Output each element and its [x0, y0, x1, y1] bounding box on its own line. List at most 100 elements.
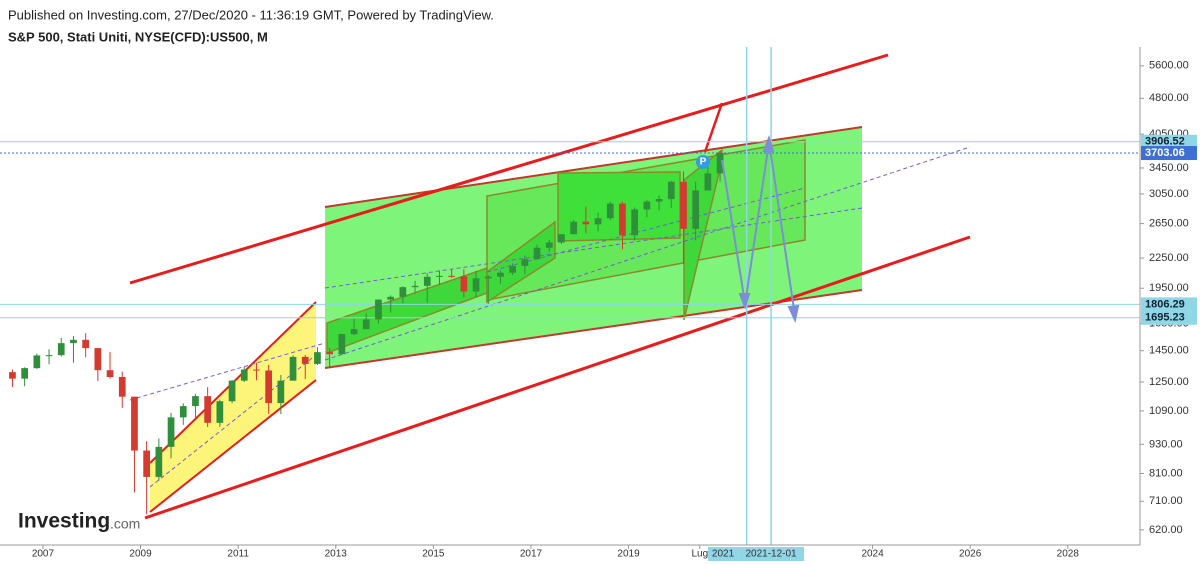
y-tick-label: 710.00	[1149, 495, 1183, 507]
price-label-box	[1141, 134, 1197, 149]
y-tick-label: 1950.00	[1149, 282, 1189, 294]
candle-body	[692, 190, 700, 229]
candle-body	[631, 209, 639, 236]
y-tick-label: 1450.00	[1149, 345, 1189, 357]
candle-body	[82, 339, 90, 349]
y-tick-label: 5600.00	[1149, 60, 1189, 72]
x-tick-label: 2019	[617, 549, 640, 560]
x-tick-label: 2026	[959, 549, 982, 560]
candle-body	[70, 339, 77, 344]
candle-body	[533, 247, 541, 260]
candle-body	[21, 368, 28, 379]
candle-body	[179, 406, 187, 418]
candle-body	[472, 278, 480, 292]
logo-brand: Investing	[18, 510, 110, 533]
arrow-head	[762, 134, 775, 152]
candle-body	[216, 401, 224, 423]
y-tick-label: 620.00	[1149, 524, 1183, 536]
candle-body	[704, 173, 712, 191]
candle-body	[558, 234, 565, 243]
y-tick-label: 1090.00	[1149, 405, 1189, 417]
candle-body	[411, 285, 419, 288]
x-tick-label: 2024	[861, 549, 884, 560]
x-tick-label: 2007	[32, 549, 55, 560]
candle-body	[484, 276, 492, 279]
published-line: Published on Investing.com, 27/Dec/2020 …	[8, 7, 494, 22]
symbol-line: S&P 500, Stati Uniti, NYSE(CFD):US500, M	[8, 29, 268, 44]
candle-body	[57, 343, 65, 356]
y-tick-label: 3450.00	[1149, 162, 1189, 174]
channel-edge	[324, 126, 863, 208]
x-marker-box	[708, 547, 739, 561]
candle-body	[118, 377, 126, 397]
candle-body	[240, 369, 248, 381]
projection-arrow	[768, 141, 796, 317]
y-tick-label: 3050.00	[1149, 188, 1189, 200]
price-label: 3703.06	[1145, 147, 1185, 159]
candle-body	[277, 380, 285, 404]
candles	[9, 150, 724, 515]
candle-body	[33, 355, 41, 369]
candle-body	[448, 275, 456, 277]
arrow-head	[787, 304, 800, 324]
candle-body	[619, 203, 626, 236]
candle-body	[301, 356, 309, 364]
candle-body	[399, 287, 407, 297]
candle-body	[716, 153, 724, 174]
candle-body	[362, 319, 370, 330]
spike-line	[703, 102, 724, 153]
candle-body	[545, 242, 553, 248]
candle-body	[643, 201, 651, 210]
trend-dashed	[324, 146, 971, 361]
candle-body	[228, 380, 236, 402]
arrow-head	[738, 293, 751, 311]
publish-marker-glyph: P	[700, 157, 707, 168]
x-tick-label: 2028	[1057, 549, 1080, 560]
candle-body	[655, 199, 663, 202]
candle-body	[143, 450, 151, 477]
x-tick-label: 2009	[129, 549, 152, 560]
x-tick-label: 2017	[520, 549, 543, 560]
drawings	[0, 47, 1140, 545]
candle-body	[423, 276, 431, 286]
candle-body	[509, 265, 517, 273]
candle-body	[521, 259, 529, 266]
candle-body	[9, 372, 16, 379]
trend-dashed	[149, 354, 317, 488]
candle-body	[582, 221, 590, 225]
candle-body	[94, 348, 102, 371]
candle-body	[460, 276, 468, 292]
price-label-box	[1141, 146, 1197, 161]
trend-dashed	[129, 342, 326, 401]
candle-body	[350, 329, 358, 335]
candle-body	[289, 356, 297, 381]
candle-body	[155, 446, 163, 477]
candle-body	[106, 370, 114, 378]
candle-body	[314, 352, 321, 364]
y-tick-label: 4800.00	[1149, 92, 1189, 104]
candle-body	[570, 221, 578, 235]
candle-body	[594, 218, 602, 225]
axes: 5600.004800.004050.003450.003050.002650.…	[0, 47, 1197, 561]
channel-yellow	[150, 302, 316, 512]
projection-arrow	[744, 141, 770, 306]
price-label: 3906.52	[1145, 136, 1185, 148]
candle-body	[667, 181, 675, 200]
candle-body	[497, 272, 504, 277]
candle-body	[436, 275, 443, 277]
x-tick-label: 2013	[325, 549, 348, 560]
candle-body	[326, 352, 334, 355]
candle-body	[265, 370, 273, 404]
x-marker-label: 2021-12-01	[745, 549, 797, 560]
price-label: 1806.29	[1145, 298, 1185, 310]
candle-body	[338, 334, 346, 355]
x-tick-label: 2011	[227, 549, 249, 560]
x-tick-label: 2015	[422, 549, 445, 560]
price-label-box	[1141, 297, 1197, 312]
candle-body	[192, 396, 199, 407]
projection-arrow	[721, 159, 746, 304]
candle-body	[131, 396, 138, 451]
y-tick-label: 2650.00	[1149, 217, 1189, 229]
channel-small	[486, 220, 556, 304]
